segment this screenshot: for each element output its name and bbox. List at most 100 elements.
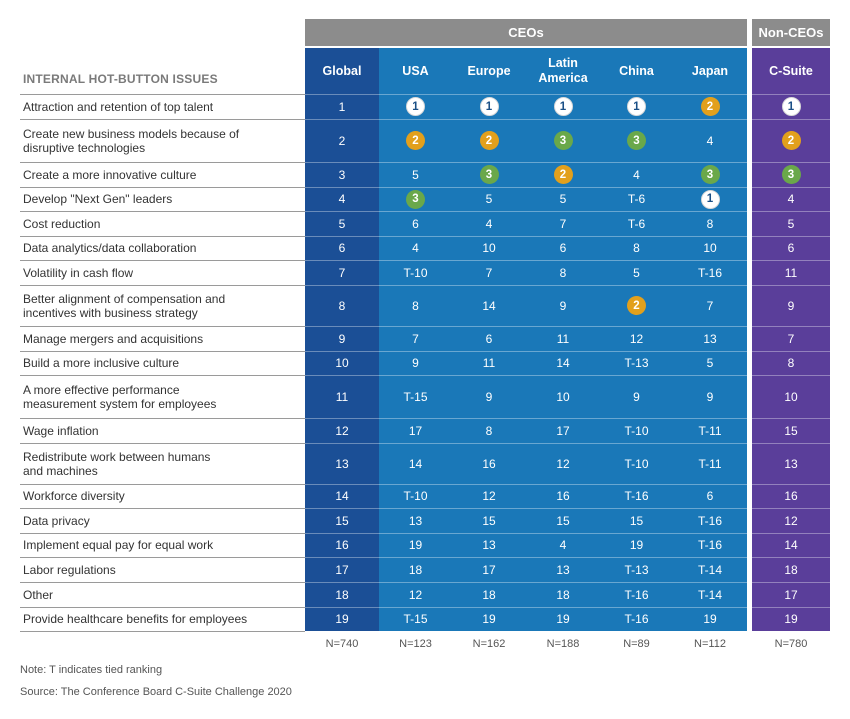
rank-cell-global: 18 <box>305 582 379 607</box>
rank-value: 7 <box>485 265 493 280</box>
rank-value: 19 <box>629 538 644 552</box>
row-divider <box>20 631 305 632</box>
row-divider <box>305 582 747 583</box>
column-bg-global <box>305 48 379 631</box>
column-header-europe: Europe <box>467 63 511 78</box>
row-divider <box>20 94 305 95</box>
issue-label: Manage mergers and acquisitions <box>23 331 204 346</box>
rank-3-badge: 3 <box>781 165 801 184</box>
row-divider <box>20 211 305 212</box>
row-divider <box>305 162 747 163</box>
rank-value: 13 <box>703 331 717 346</box>
rank-cell-japan: 6 <box>673 484 747 508</box>
rank-value: 8 <box>787 356 795 370</box>
rank-value: 5 <box>338 216 346 231</box>
rank-value: 14 <box>408 456 423 471</box>
rank-cell-latin-america: 7 <box>526 211 600 236</box>
rank-cell-japan: T-16 <box>673 533 747 557</box>
rank-2-badge: 2 <box>406 131 425 150</box>
issue-label: Data privacy <box>23 513 90 528</box>
rank-cell-c-suite: 4 <box>752 187 830 211</box>
rank-cell-usa: 13 <box>379 508 452 533</box>
issue-label: Labor regulations <box>23 562 116 577</box>
rank-value: 7 <box>787 331 795 346</box>
rank-value: 15 <box>629 513 644 528</box>
rank-cell-china: 19 <box>600 533 673 557</box>
rank-3-badge: 3 <box>700 165 720 184</box>
rank-value: 7 <box>412 331 419 346</box>
non-ceos-group-header: Non-CEOs <box>752 19 830 46</box>
rank-value: 13 <box>556 562 570 577</box>
issue-label: Create a more innovative culture <box>23 167 197 182</box>
rank-cell-latin-america: 15 <box>526 508 600 533</box>
rank-cell-europe: 12 <box>452 484 526 508</box>
rank-cell-usa: 1 <box>379 94 452 119</box>
rank-value: 17 <box>784 587 798 602</box>
rank-cell-usa: 9 <box>379 351 452 375</box>
rank-value: 12 <box>784 513 798 528</box>
issue-label: Data analytics/data collaboration <box>23 241 197 255</box>
rank-cell-usa: T-10 <box>379 484 452 508</box>
row-divider <box>305 533 747 534</box>
row-divider <box>752 607 830 608</box>
rank-cell-global: 14 <box>305 484 379 508</box>
rank-cell-c-suite: 12 <box>752 508 830 533</box>
rank-cell-china: 3 <box>600 119 673 162</box>
column-header-global: Global <box>322 63 362 78</box>
rank-cell-china: T-6 <box>600 211 673 236</box>
rank-cell-china: 4 <box>600 162 673 187</box>
rank-cell-global: 12 <box>305 418 379 443</box>
rank-cell-global: 6 <box>305 236 379 260</box>
rank-value: 6 <box>412 216 419 231</box>
rank-value: 16 <box>482 456 496 471</box>
rank-cell-japan: 8 <box>673 211 747 236</box>
rank-value: 5 <box>412 167 419 182</box>
rank-cell-usa: T-15 <box>379 375 452 418</box>
rank-value: 16 <box>556 489 570 503</box>
rank-cell-china: 5 <box>600 260 673 285</box>
rank-value: 14 <box>335 489 349 503</box>
row-divider <box>752 260 830 261</box>
rank-cell-europe: 1 <box>452 94 526 119</box>
rank-value: 11 <box>784 265 798 280</box>
rank-3-badge: 3 <box>406 189 425 209</box>
rank-cell-latin-america: 12 <box>526 443 600 484</box>
issues-header: INTERNAL HOT-BUTTON ISSUES <box>23 72 218 86</box>
rank-cell-c-suite: 16 <box>752 484 830 508</box>
rank-value: 4 <box>485 216 493 231</box>
row-divider <box>752 326 830 327</box>
rank-value: 16 <box>335 538 349 552</box>
rank-cell-latin-america: 14 <box>526 351 600 375</box>
row-divider <box>20 119 305 120</box>
rank-value: 12 <box>335 423 349 438</box>
rank-cell-europe: 4 <box>452 211 526 236</box>
rank-value: 10 <box>335 356 349 370</box>
row-divider <box>305 557 747 558</box>
rank-cell-latin-america: 4 <box>526 533 600 557</box>
rank-cell-europe: 17 <box>452 557 526 582</box>
rank-cell-china: 2 <box>600 285 673 326</box>
rank-cell-usa: 2 <box>379 119 452 162</box>
rank-value: 13 <box>482 538 496 552</box>
rank-value: 13 <box>335 456 349 471</box>
rank-value: 1 <box>338 99 346 114</box>
rank-value: 10 <box>556 389 570 404</box>
row-divider <box>20 236 305 237</box>
rank-value: T-15 <box>403 389 428 404</box>
rank-cell-china: 8 <box>600 236 673 260</box>
row-divider <box>305 236 747 237</box>
rank-cell-japan: 3 <box>673 162 747 187</box>
rank-cell-usa: 5 <box>379 162 452 187</box>
rank-cell-global: 19 <box>305 607 379 631</box>
rank-3-badge: 3 <box>627 131 646 150</box>
rank-value: T-11 <box>698 456 722 471</box>
rank-cell-europe: 18 <box>452 582 526 607</box>
rank-value: T-16 <box>624 489 649 503</box>
rank-value: 12 <box>482 489 496 503</box>
sample-size-europe: N=162 <box>472 638 506 650</box>
row-divider <box>752 211 830 212</box>
rank-value: 10 <box>703 241 717 255</box>
rank-cell-c-suite: 14 <box>752 533 830 557</box>
rank-cell-global: 4 <box>305 187 379 211</box>
row-divider <box>20 418 305 419</box>
